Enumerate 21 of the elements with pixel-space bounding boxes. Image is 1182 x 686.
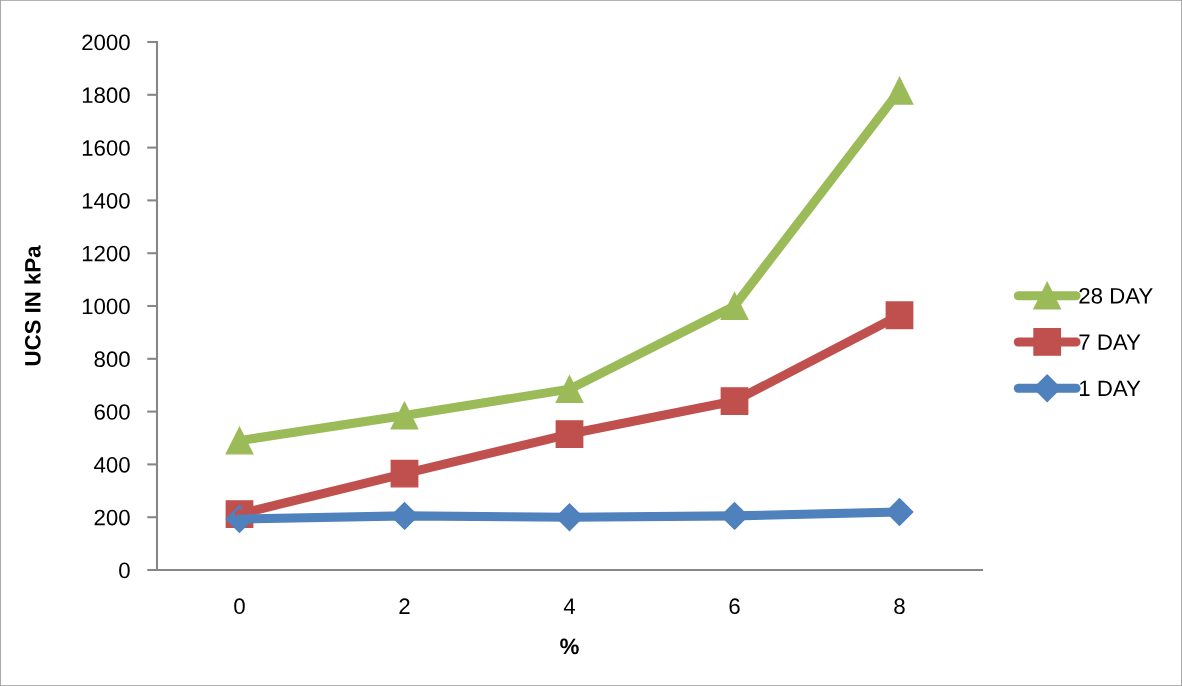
y-tick-label: 400: [94, 456, 130, 473]
x-tick-label: 0: [234, 598, 245, 615]
legend-label: 1 DAY: [1079, 380, 1141, 397]
x-tick-label: 4: [563, 598, 576, 614]
y-axis-title: UCS IN kPa: [24, 245, 41, 366]
y-tick-label: 1000: [82, 298, 130, 315]
x-tick-label: 8: [894, 598, 905, 615]
x-tick-label: 6: [729, 598, 740, 615]
y-tick-label: 0: [119, 562, 130, 579]
y-tick-label: 1800: [82, 87, 130, 104]
y-tick-label: 1200: [82, 245, 130, 262]
legend-label: 28 DAY: [1079, 287, 1153, 304]
x-axis-title: %: [560, 638, 579, 655]
y-tick-label: 1400: [82, 192, 130, 209]
y-tick-label: 600: [94, 404, 130, 420]
legend-label: 7 DAY: [1079, 334, 1141, 350]
y-tick-label: 200: [94, 509, 130, 526]
y-tick-label: 800: [94, 351, 130, 368]
x-tick-label: 2: [399, 598, 410, 614]
y-tick-label: 1600: [82, 140, 130, 156]
y-tick-label: 2000: [82, 34, 130, 51]
